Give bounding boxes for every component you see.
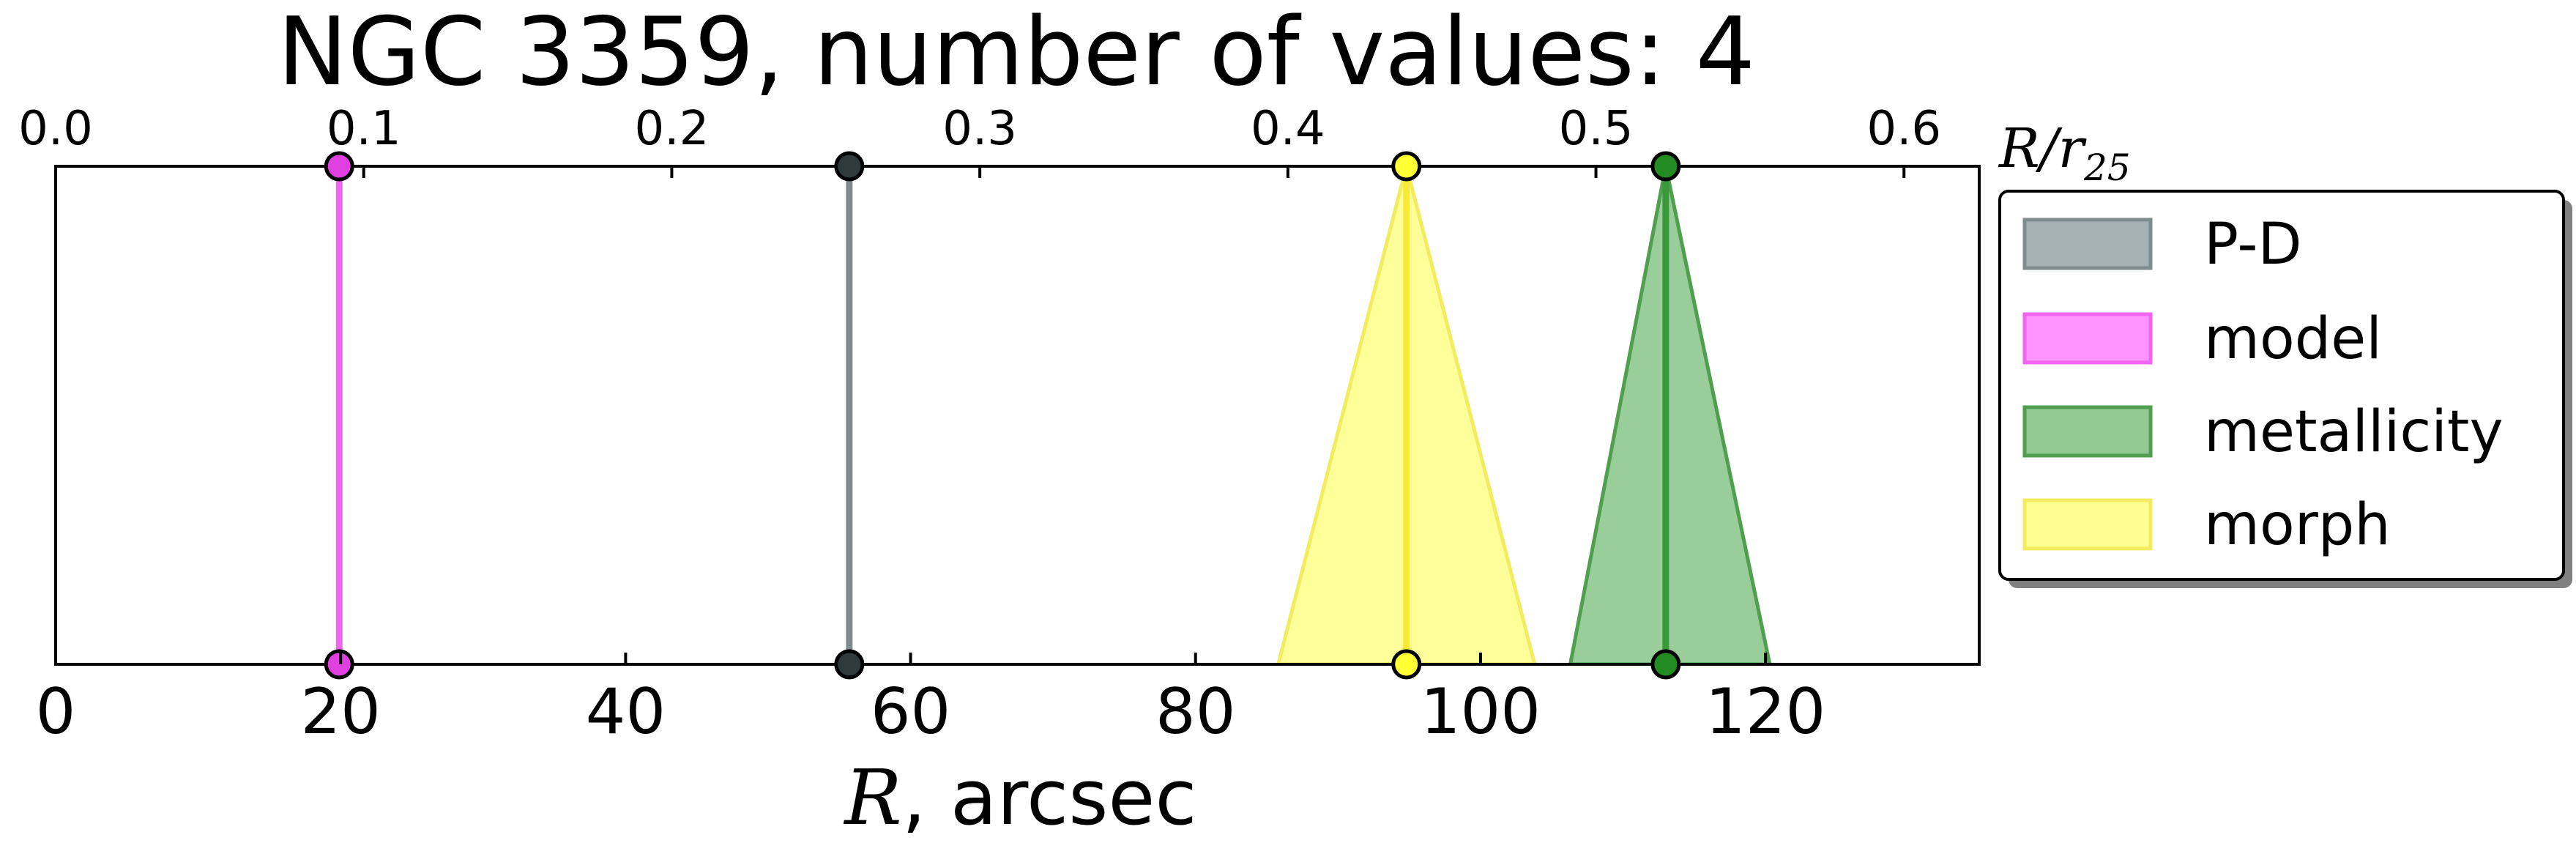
x-axis-label: R, arcsec	[843, 753, 1196, 842]
series-marker-p-d-bottom	[834, 649, 865, 680]
legend-label-metallicity: metallicity	[2204, 399, 2504, 465]
series-marker-metallicity-top	[1650, 151, 1681, 182]
x-tick-label: 80	[1155, 675, 1235, 749]
plot-area	[54, 151, 1981, 680]
legend: P-D model metallicity morph	[1998, 190, 2572, 588]
bottom-axis: 0 20 40 60 80 100 120	[36, 653, 1825, 749]
x-tick-label: 120	[1705, 675, 1825, 749]
legend-swatch-p-d	[2022, 218, 2153, 270]
legend-label-model: model	[2204, 306, 2382, 372]
legend-box	[1998, 190, 2565, 581]
top-tick-label: 0.6	[1866, 102, 1941, 156]
legend-swatch-morph	[2022, 498, 2153, 551]
series-marker-model-top	[324, 151, 354, 182]
top-tick-label: 0.1	[327, 102, 401, 156]
top-tick-label: 0.3	[942, 102, 1017, 156]
legend-label-p-d: P-D	[2204, 212, 2302, 278]
chart-title: NGC 3359, number of values: 4	[278, 0, 1755, 107]
legend-label-morph: morph	[2204, 492, 2391, 558]
series-marker-p-d-top	[834, 151, 865, 182]
top-tick-label: 0.0	[18, 102, 93, 156]
top-tick-label: 0.4	[1251, 102, 1325, 156]
plot-frame	[54, 165, 1981, 666]
x-tick-label: 40	[586, 675, 666, 749]
legend-swatch-metallicity	[2022, 405, 2153, 458]
top-axis: 0.0 0.1 0.2 0.3 0.4 0.5 0.6	[18, 102, 1941, 178]
legend-swatch-model	[2022, 312, 2153, 365]
series-marker-morph-top	[1391, 151, 1422, 182]
x-tick-label: 60	[871, 675, 950, 749]
top-axis-label: R/r25	[1998, 117, 2131, 189]
x-tick-label: 0	[36, 675, 76, 749]
x-tick-label: 20	[300, 675, 380, 749]
series-marker-morph-bottom	[1391, 649, 1422, 680]
top-tick-label: 0.5	[1559, 102, 1634, 156]
x-tick-label: 100	[1421, 675, 1541, 749]
series-marker-metallicity-bottom	[1650, 649, 1681, 680]
top-tick-label: 0.2	[635, 102, 710, 156]
uncertainty-region-metallicity	[1568, 166, 1772, 664]
